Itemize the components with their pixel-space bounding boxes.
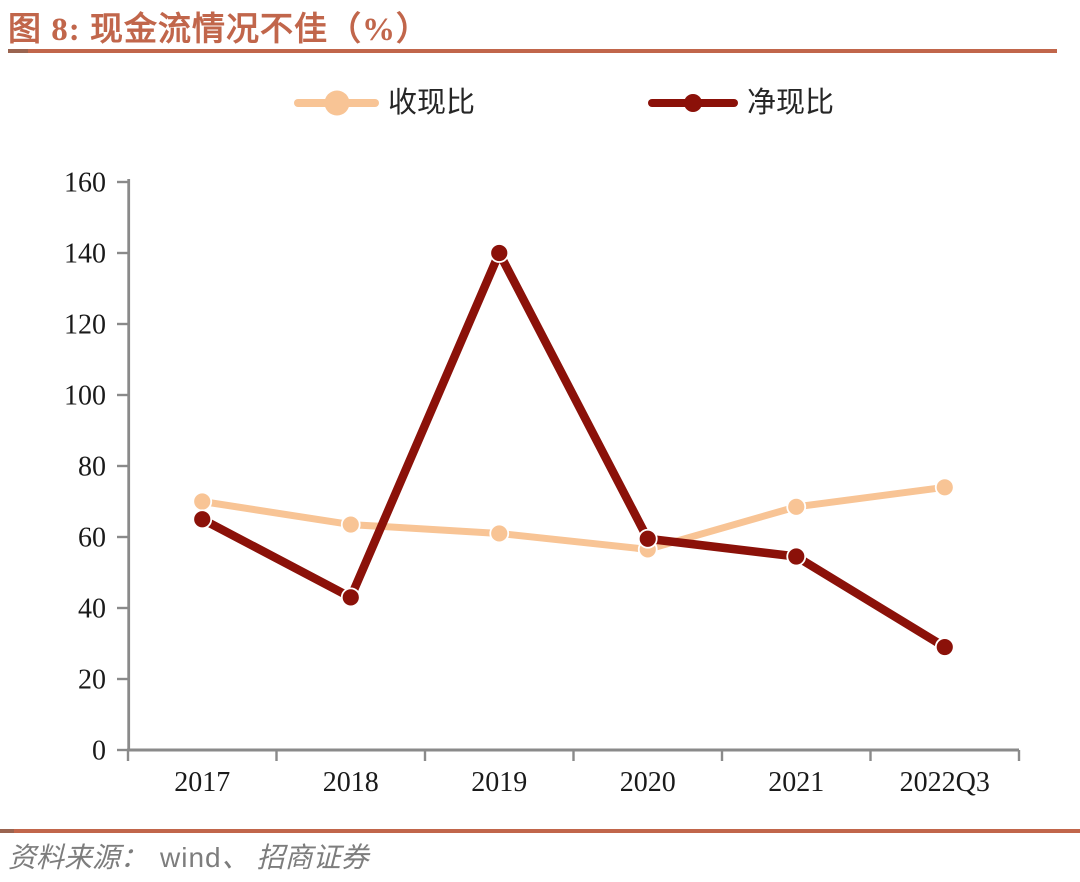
legend-item-jingxianbi: 净现比 <box>648 87 834 119</box>
footer-rule-accent <box>0 829 14 833</box>
footer-rule <box>0 829 1080 833</box>
figure-title: 图 8: 现金流情况不佳（%） <box>8 12 430 48</box>
source-label: 资料来源： <box>8 843 149 874</box>
series-line-1 <box>198 248 949 652</box>
y-tick-label: 40 <box>78 594 106 625</box>
x-tick-label: 2022Q3 <box>900 767 990 798</box>
legend-dot <box>324 90 349 116</box>
data-point-series-1 <box>637 528 658 549</box>
chart-legend: 收现比 净现比 <box>0 87 1080 119</box>
legend-dot <box>684 94 702 112</box>
legend-label: 净现比 <box>747 87 835 119</box>
data-point-series-1 <box>340 587 361 608</box>
x-tick-label: 2017 <box>174 767 230 798</box>
data-point-series-1 <box>786 546 807 567</box>
legend-item-shouxianbi: 收现比 <box>294 87 475 119</box>
y-tick-label: 0 <box>92 736 106 767</box>
data-point-series-1 <box>192 509 213 530</box>
legend-line-marker-icon <box>648 87 738 119</box>
y-tick-label: 120 <box>64 310 106 341</box>
legend-line-marker-icon <box>294 87 379 119</box>
data-point-series-0 <box>192 491 213 512</box>
y-tick-label: 80 <box>78 452 106 483</box>
y-tick-label: 100 <box>64 381 106 412</box>
source-vendor: wind <box>160 842 222 873</box>
title-underline-rule <box>8 49 1057 53</box>
series-line-0 <box>198 483 949 553</box>
y-tick-label: 20 <box>78 665 106 696</box>
data-point-series-1 <box>934 637 955 657</box>
source-note: 资料来源： wind、 招商证券 <box>8 836 369 876</box>
data-point-series-0 <box>340 514 361 535</box>
legend-label: 收现比 <box>388 87 476 119</box>
y-tick-label: 140 <box>64 239 106 270</box>
x-tick-label: 2019 <box>471 767 527 798</box>
y-tick-label: 60 <box>78 523 106 554</box>
source-suffix: 、 招商证券 <box>221 843 369 874</box>
data-point-series-0 <box>489 523 510 544</box>
x-tick-label: 2018 <box>323 767 379 798</box>
y-tick-label: 160 <box>64 168 106 199</box>
x-tick-label: 2021 <box>768 767 824 798</box>
data-point-series-0 <box>786 496 807 517</box>
x-tick-label: 2020 <box>620 767 676 798</box>
title-rule-accent <box>8 49 28 53</box>
data-point-series-1 <box>489 243 510 263</box>
data-point-series-0 <box>934 477 955 498</box>
